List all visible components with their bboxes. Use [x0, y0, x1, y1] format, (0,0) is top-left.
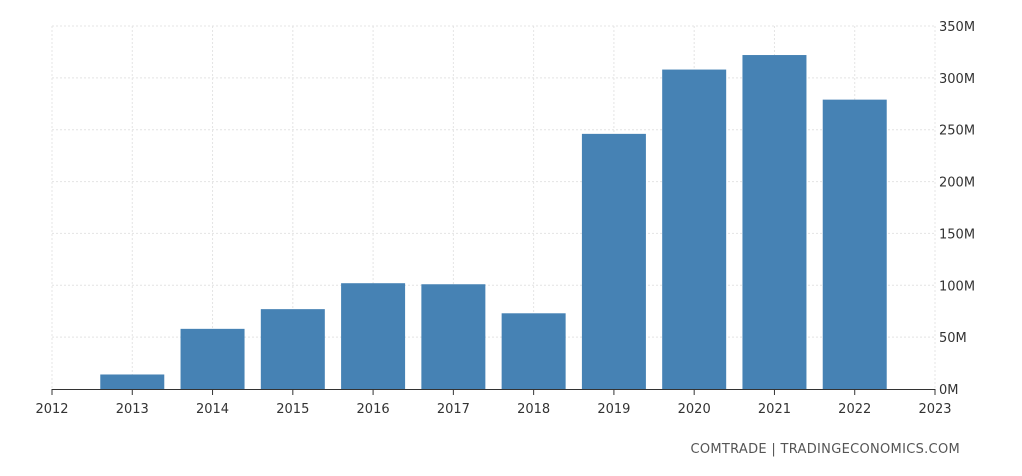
x-tick-label: 2015 [276, 402, 309, 417]
x-tick-label: 2014 [196, 402, 229, 417]
bars [100, 55, 887, 389]
x-tick-label: 2021 [758, 402, 791, 417]
y-tick-label: 50M [939, 331, 967, 346]
y-tick-label: 350M [939, 20, 975, 35]
bar-2019 [581, 133, 646, 389]
bar-2022 [822, 99, 887, 389]
x-axis [51, 389, 936, 395]
x-tick-labels: 2012 2013 2014 2015 2016 2017 2018 2019 2020 2021… [35, 402, 951, 417]
bar-2016 [341, 283, 406, 389]
x-tick-label: 2016 [357, 402, 390, 417]
y-tick-label: 300M [939, 72, 975, 87]
x-tick-label: 2023 [918, 402, 951, 417]
x-tick-label: 2012 [35, 402, 68, 417]
x-tick-label: 2017 [437, 402, 470, 417]
x-tick-label: 2018 [517, 402, 550, 417]
y-tick-labels: 0M 50M 100M 150M 200M 250M 300M 350M [939, 20, 975, 398]
x-tick-label: 2020 [678, 402, 711, 417]
x-tick-label: 2019 [597, 402, 630, 417]
bar-2013 [100, 374, 165, 389]
bar-2015 [260, 309, 325, 389]
bar-2014 [180, 328, 245, 389]
source-attribution: COMTRADE | TRADINGECONOMICS.COM [690, 442, 960, 457]
y-tick-label: 0M [939, 383, 959, 398]
bar-2021 [742, 55, 807, 389]
y-tick-label: 150M [939, 227, 975, 242]
bar-2017 [421, 284, 486, 389]
x-tick-label: 2013 [116, 402, 149, 417]
y-tick-label: 100M [939, 279, 975, 294]
bar-2020 [662, 69, 727, 389]
bar-2018 [501, 313, 566, 389]
y-tick-label: 250M [939, 124, 975, 139]
x-tick-label: 2022 [838, 402, 871, 417]
y-tick-label: 200M [939, 176, 975, 191]
